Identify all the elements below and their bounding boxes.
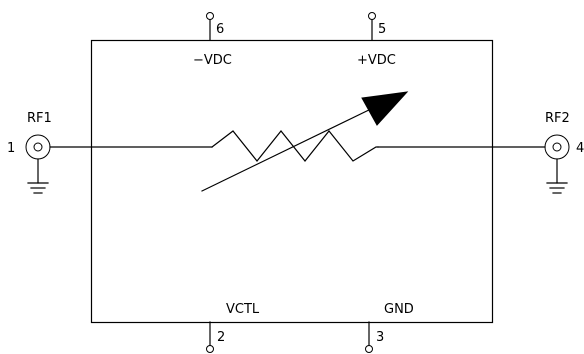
pin-2-terminal — [206, 345, 214, 353]
signal-path — [49, 130, 546, 162]
arrow-head — [361, 91, 409, 126]
pin-4-number: 4 — [576, 141, 584, 156]
pin-6: 6 −VDC — [193, 12, 232, 68]
pin-2: 2 VCTL — [206, 302, 260, 353]
arrow-shaft — [201, 106, 376, 192]
rf2-connector: RF2 4 — [544, 111, 584, 194]
ground-symbol-right — [546, 182, 568, 194]
pin-2-number: 2 — [217, 330, 225, 345]
variable-arrow — [201, 91, 409, 192]
pin-3: 3 GND — [365, 302, 414, 353]
pin-6-number: 6 — [216, 22, 224, 37]
gnd-label: GND — [384, 302, 414, 317]
pin-6-terminal — [206, 12, 214, 20]
pin-1-number: 1 — [7, 141, 15, 156]
pin-5: 5 +VDC — [357, 12, 396, 68]
pin-5-number: 5 — [378, 22, 386, 37]
rf2-label: RF2 — [545, 111, 570, 126]
pin-3-number: 3 — [376, 330, 384, 345]
neg-vdc-label: −VDC — [193, 53, 232, 68]
rf1-coax-inner — [33, 142, 43, 152]
pin-3-terminal — [365, 345, 373, 353]
vctl-label: VCTL — [226, 302, 260, 317]
component-body — [90, 39, 494, 324]
rf2-coax-inner — [552, 142, 562, 152]
ground-symbol-left — [27, 182, 49, 194]
rf1-label: RF1 — [27, 111, 52, 126]
rf1-connector: RF1 1 — [7, 111, 52, 194]
pin-5-terminal — [368, 12, 376, 20]
variable-resistor-zigzag — [211, 130, 379, 162]
pos-vdc-label: +VDC — [357, 53, 396, 68]
